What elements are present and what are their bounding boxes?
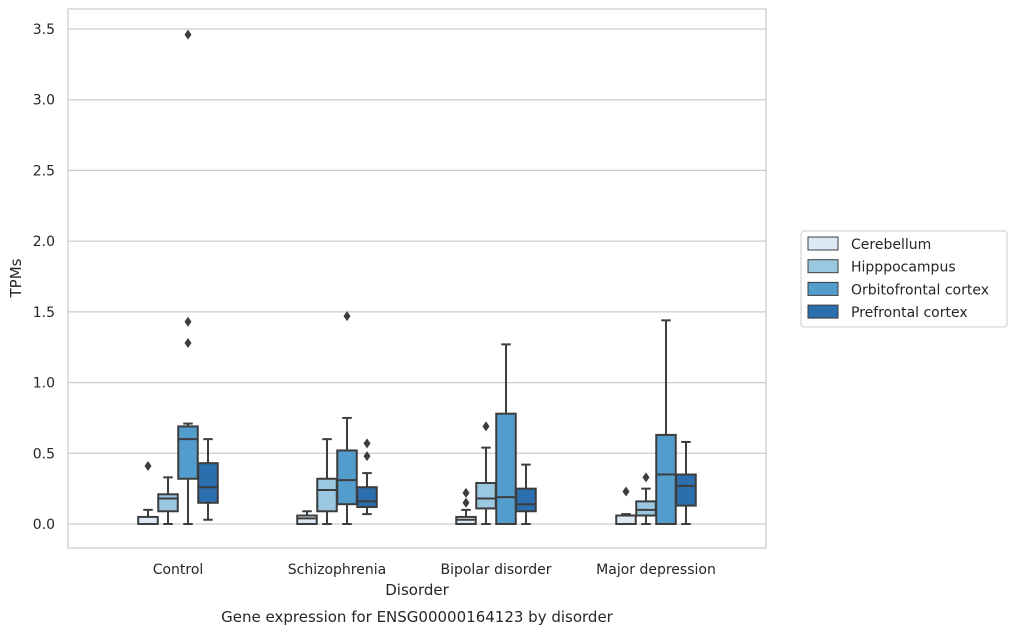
outlier-point <box>184 29 192 40</box>
box-orbitofrontal-cortex <box>495 343 517 525</box>
box-iqr <box>296 514 318 525</box>
box-iqr <box>675 473 697 507</box>
box-iqr <box>515 487 537 513</box>
box-hipppocampus <box>635 472 657 525</box>
outlier-point <box>462 487 470 498</box>
outlier-point <box>144 461 152 472</box>
outlier-point <box>343 311 351 322</box>
legend-entries: Cerebellum Hipppocampus Orbitofrontal cort… <box>807 236 989 321</box>
box-iqr <box>157 493 179 513</box>
outlier-point <box>462 497 470 508</box>
legend-label: Hipppocampus <box>851 260 956 276</box>
y-axis-label: TPMs <box>7 258 25 298</box>
outlier-point <box>363 451 371 462</box>
outlier-point <box>482 421 490 432</box>
legend-label: Orbitofrontal cortex <box>851 282 989 298</box>
box-iqr <box>495 412 517 525</box>
y-tick-label: 3.5 <box>33 22 55 38</box>
box-iqr <box>336 449 358 506</box>
box-orbitofrontal-cortex <box>655 319 677 525</box>
box-hipppocampus <box>475 421 497 525</box>
y-axis-ticks: 0.0 0.5 1.0 1.5 2.0 2.5 3.0 3.5 <box>33 22 55 533</box>
legend-label: Prefrontal cortex <box>851 305 968 321</box>
legend: Cerebellum Hipppocampus Orbitofrontal cort… <box>800 230 1008 328</box>
y-tick-label: 0.5 <box>33 446 55 462</box>
outlier-point <box>363 438 371 449</box>
box-iqr <box>615 514 637 525</box>
outlier-point <box>622 486 630 497</box>
box-iqr <box>316 477 338 513</box>
y-tick-label: 3.0 <box>33 93 55 109</box>
box-prefrontal-cortex <box>675 440 697 525</box>
box-hipppocampus <box>316 438 338 525</box>
box-orbitofrontal-cortex <box>177 29 199 525</box>
box-prefrontal-cortex <box>356 438 378 516</box>
box-hipppocampus <box>157 476 179 525</box>
figure-caption: Gene expression for ENSG00000164123 by d… <box>221 608 614 626</box>
legend-frame <box>800 230 1008 328</box>
box-orbitofrontal-cortex <box>336 311 358 525</box>
box-iqr <box>356 486 378 509</box>
box-prefrontal-cortex <box>197 438 219 521</box>
y-tick-label: 1.0 <box>33 376 55 392</box>
x-axis-ticks: Control Schizophrenia Bipolar disorder Majo… <box>153 562 716 578</box>
outlier-point <box>184 337 192 348</box>
box-cerebellum <box>296 510 318 525</box>
x-tick-label: Bipolar disorder <box>440 562 551 578</box>
box-iqr <box>475 481 497 510</box>
legend-swatch <box>807 281 839 296</box>
y-tick-label: 2.5 <box>33 163 55 179</box>
box-prefrontal-cortex <box>515 463 537 525</box>
box-iqr <box>177 425 199 480</box>
x-tick-label: Major depression <box>596 562 716 578</box>
legend-swatch <box>807 259 839 274</box>
box-cerebellum <box>615 486 637 525</box>
legend-swatch <box>807 304 839 319</box>
outlier-point <box>184 316 192 327</box>
legend-label: Cerebellum <box>851 237 931 253</box>
y-tick-label: 1.5 <box>33 305 55 321</box>
x-tick-label: Control <box>153 562 204 578</box>
x-axis-label: Disorder <box>385 581 449 599</box>
box-iqr <box>635 500 657 517</box>
plot-area <box>137 29 697 526</box>
box-iqr <box>655 433 677 525</box>
x-tick-label: Schizophrenia <box>288 562 386 578</box>
legend-swatch <box>807 236 839 251</box>
box-cerebellum <box>137 461 159 526</box>
box-iqr <box>197 462 219 504</box>
plot-frame <box>67 8 767 549</box>
y-tick-label: 0.0 <box>33 517 55 533</box>
box-iqr <box>137 515 159 526</box>
outlier-point <box>642 472 650 483</box>
box-cerebellum <box>455 487 477 526</box>
y-tick-label: 2.0 <box>33 234 55 250</box>
